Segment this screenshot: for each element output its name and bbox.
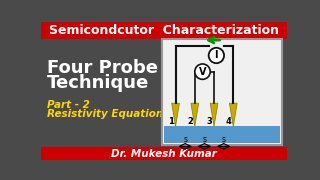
Text: 3: 3 [206, 117, 212, 126]
Text: 2: 2 [187, 117, 193, 126]
Text: I: I [215, 50, 218, 60]
Text: Technique: Technique [47, 74, 149, 92]
Text: s: s [183, 135, 187, 144]
Text: Part - 2: Part - 2 [47, 100, 90, 110]
Text: Four Probe: Four Probe [47, 59, 158, 77]
Polygon shape [172, 103, 180, 126]
Text: Dr. Mukesh Kumar: Dr. Mukesh Kumar [111, 149, 217, 159]
Circle shape [195, 64, 210, 79]
Text: 1: 1 [168, 117, 174, 126]
Polygon shape [191, 103, 199, 126]
Bar [41, 147, 287, 160]
Bar [164, 126, 280, 143]
Circle shape [209, 48, 224, 63]
Text: Semicondcutor  Characterization: Semicondcutor Characterization [49, 24, 279, 37]
Text: s: s [203, 135, 206, 144]
Text: Resistivity Equation: Resistivity Equation [47, 109, 163, 119]
Polygon shape [229, 103, 237, 126]
Text: V: V [199, 67, 206, 77]
Bar [41, 39, 287, 147]
Text: 4: 4 [226, 117, 232, 126]
Text: s: s [222, 135, 226, 144]
Bar [163, 39, 282, 145]
Polygon shape [210, 103, 218, 126]
Bar [41, 22, 287, 39]
